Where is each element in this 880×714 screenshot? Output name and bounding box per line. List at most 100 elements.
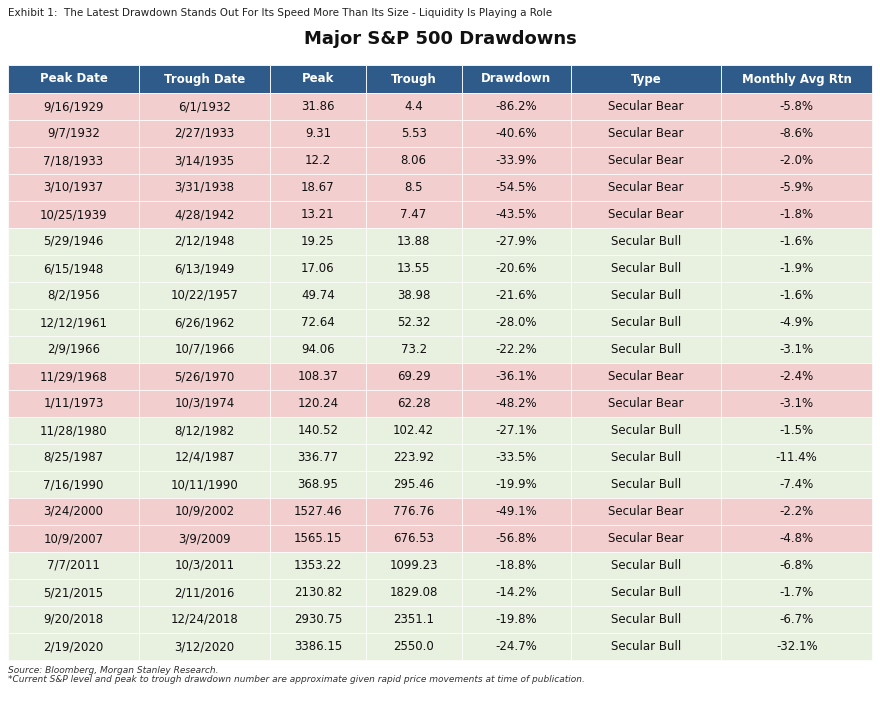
Bar (722, 93, 872, 120)
Bar (571, 579, 722, 606)
Bar (8, 255, 139, 282)
Text: 676.53: 676.53 (393, 532, 434, 545)
Text: 12/4/1987: 12/4/1987 (174, 451, 235, 464)
Text: -22.2%: -22.2% (495, 343, 537, 356)
Bar (366, 255, 461, 282)
Bar (722, 471, 872, 498)
Bar (366, 579, 461, 606)
Text: 13.21: 13.21 (301, 208, 334, 221)
Bar (8, 525, 139, 552)
Bar (8, 444, 139, 471)
Text: 7/7/2011: 7/7/2011 (47, 559, 100, 572)
Text: -27.1%: -27.1% (495, 424, 537, 437)
Text: 18.67: 18.67 (301, 181, 334, 194)
Bar (8, 309, 139, 336)
Bar (8, 282, 139, 309)
Text: 8/25/1987: 8/25/1987 (43, 451, 104, 464)
Bar (722, 606, 872, 633)
Text: 2/27/1933: 2/27/1933 (174, 127, 235, 140)
Bar (722, 282, 872, 309)
Bar (139, 120, 270, 147)
Bar (722, 417, 872, 444)
Bar (366, 120, 461, 147)
Bar (270, 120, 366, 147)
Text: Secular Bull: Secular Bull (611, 559, 681, 572)
Bar (8, 471, 139, 498)
Text: 10/9/2007: 10/9/2007 (43, 532, 104, 545)
Text: 2/11/2016: 2/11/2016 (174, 586, 235, 599)
Text: -36.1%: -36.1% (495, 370, 537, 383)
Text: -14.2%: -14.2% (495, 586, 537, 599)
Text: Peak Date: Peak Date (40, 73, 107, 86)
Text: 2550.0: 2550.0 (393, 640, 434, 653)
Bar (571, 65, 722, 93)
Text: 140.52: 140.52 (297, 424, 338, 437)
Bar (8, 93, 139, 120)
Text: 1/11/1973: 1/11/1973 (43, 397, 104, 410)
Bar (8, 120, 139, 147)
Text: 3/31/1938: 3/31/1938 (174, 181, 234, 194)
Bar (461, 65, 571, 93)
Bar (139, 65, 270, 93)
Text: 2351.1: 2351.1 (393, 613, 434, 626)
Text: 120.24: 120.24 (297, 397, 339, 410)
Bar (8, 147, 139, 174)
Text: Secular Bull: Secular Bull (611, 640, 681, 653)
Bar (366, 93, 461, 120)
Bar (461, 93, 571, 120)
Bar (722, 498, 872, 525)
Bar (8, 552, 139, 579)
Text: 7/18/1933: 7/18/1933 (43, 154, 104, 167)
Bar (461, 282, 571, 309)
Bar (139, 633, 270, 660)
Bar (8, 65, 139, 93)
Text: 10/11/1990: 10/11/1990 (171, 478, 238, 491)
Text: Secular Bear: Secular Bear (608, 100, 684, 113)
Bar (270, 336, 366, 363)
Text: Secular Bull: Secular Bull (611, 613, 681, 626)
Text: -3.1%: -3.1% (780, 343, 814, 356)
Bar (722, 228, 872, 255)
Text: -7.4%: -7.4% (780, 478, 814, 491)
Bar (8, 579, 139, 606)
Text: 295.46: 295.46 (393, 478, 434, 491)
Bar (571, 417, 722, 444)
Text: -6.8%: -6.8% (780, 559, 814, 572)
Bar (461, 147, 571, 174)
Bar (722, 255, 872, 282)
Bar (571, 390, 722, 417)
Bar (270, 201, 366, 228)
Text: 73.2: 73.2 (400, 343, 427, 356)
Text: 5/21/2015: 5/21/2015 (43, 586, 104, 599)
Text: 8.5: 8.5 (405, 181, 423, 194)
Bar (366, 390, 461, 417)
Bar (722, 65, 872, 93)
Text: Exhibit 1:  The Latest Drawdown Stands Out For Its Speed More Than Its Size - Li: Exhibit 1: The Latest Drawdown Stands Ou… (8, 8, 552, 18)
Text: 2/12/1948: 2/12/1948 (174, 235, 235, 248)
Text: -48.2%: -48.2% (495, 397, 537, 410)
Text: 8/2/1956: 8/2/1956 (48, 289, 99, 302)
Bar (571, 444, 722, 471)
Text: Major S&P 500 Drawdowns: Major S&P 500 Drawdowns (304, 30, 576, 48)
Bar (571, 228, 722, 255)
Text: 2130.82: 2130.82 (294, 586, 342, 599)
Text: -86.2%: -86.2% (495, 100, 537, 113)
Text: Secular Bear: Secular Bear (608, 370, 684, 383)
Text: -4.8%: -4.8% (780, 532, 814, 545)
Bar (461, 579, 571, 606)
Bar (722, 309, 872, 336)
Bar (461, 552, 571, 579)
Text: 2/9/1966: 2/9/1966 (47, 343, 100, 356)
Bar (366, 525, 461, 552)
Text: Trough Date: Trough Date (164, 73, 245, 86)
Bar (139, 255, 270, 282)
Text: 223.92: 223.92 (393, 451, 434, 464)
Text: Secular Bear: Secular Bear (608, 181, 684, 194)
Bar (8, 606, 139, 633)
Text: -18.8%: -18.8% (495, 559, 537, 572)
Text: 3386.15: 3386.15 (294, 640, 342, 653)
Bar (8, 174, 139, 201)
Text: -19.8%: -19.8% (495, 613, 537, 626)
Bar (461, 201, 571, 228)
Text: 17.06: 17.06 (301, 262, 334, 275)
